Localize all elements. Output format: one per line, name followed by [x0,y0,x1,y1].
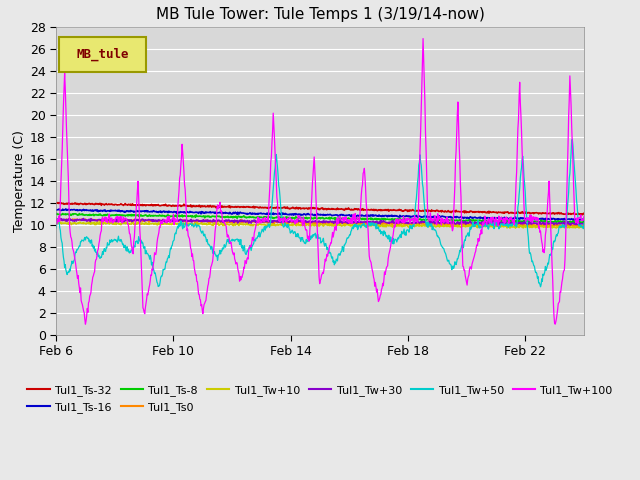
Tul1_Ts-16 [72,207,79,213]
Line: Tul1_Ts-16: Tul1_Ts-16 [56,209,584,220]
Tul1_Ts0 [71,216,79,222]
Line: Tul1_Tw+50: Tul1_Tw+50 [56,139,584,287]
Tul1_Tw+10 [72,221,79,227]
FancyBboxPatch shape [59,36,146,72]
Tul1_Ts-16 [245,211,253,217]
Tul1_Ts-8 [52,211,60,217]
Tul1_Ts-32 [245,204,253,210]
Line: Tul1_Ts-32: Tul1_Ts-32 [56,203,584,215]
Tul1_Tw+10 [580,224,588,230]
Tul1_Ts-8 [479,217,487,223]
Tul1_Tw+30 [352,218,360,224]
Tul1_Ts-8 [72,211,79,216]
Tul1_Tw+50 [177,223,184,228]
Tul1_Ts-32 [52,200,60,206]
Tul1_Tw+50 [71,251,79,257]
Line: Tul1_Tw+10: Tul1_Tw+10 [56,222,584,228]
Tul1_Ts-8 [273,214,281,220]
Tul1_Ts0 [579,224,587,230]
Tul1_Tw+10 [245,222,253,228]
Tul1_Tw+50 [537,284,545,289]
Tul1_Tw+10 [177,221,185,227]
Tul1_Ts-8 [177,214,185,219]
Tul1_Tw+50 [52,225,60,230]
Tul1_Tw+10 [52,219,60,225]
Tul1_Ts-16 [479,216,487,222]
Legend: Tul1_Ts-32, Tul1_Ts-16, Tul1_Ts-8, Tul1_Ts0, Tul1_Tw+10, Tul1_Tw+30, Tul1_Tw+50,: Tul1_Ts-32, Tul1_Ts-16, Tul1_Ts-8, Tul1_… [23,381,617,417]
Tul1_Tw+30 [52,217,60,223]
Line: Tul1_Ts0: Tul1_Ts0 [56,219,584,227]
Tul1_Tw+10 [273,222,281,228]
Tul1_Tw+50 [244,249,252,255]
Tul1_Ts-32 [54,200,61,205]
Tul1_Ts-8 [245,214,253,220]
Line: Tul1_Tw+100: Tul1_Tw+100 [56,38,584,324]
Tul1_Ts-16 [580,216,588,222]
Title: MB Tule Tower: Tule Temps 1 (3/19/14-now): MB Tule Tower: Tule Temps 1 (3/19/14-now… [156,7,484,22]
Tul1_Tw+30 [479,220,487,226]
Tul1_Tw+30 [245,220,253,226]
Tul1_Tw+10 [479,223,487,228]
Tul1_Ts0 [352,221,360,227]
Tul1_Ts-32 [579,212,586,217]
Tul1_Tw+100 [352,220,360,226]
Tul1_Tw+100 [245,246,253,252]
Tul1_Tw+10 [506,225,514,231]
Tul1_Ts-8 [53,211,61,216]
Tul1_Tw+30 [177,217,185,223]
Tul1_Tw+50 [580,220,588,226]
Tul1_Tw+30 [566,222,574,228]
Tul1_Ts0 [273,218,281,224]
Tul1_Tw+10 [352,222,360,228]
Tul1_Ts-8 [559,220,566,226]
Y-axis label: Temperature (C): Temperature (C) [13,130,26,232]
Text: MB_tule: MB_tule [76,48,129,61]
Tul1_Ts-16 [273,211,281,217]
Tul1_Ts0 [479,221,487,227]
Tul1_Tw+30 [580,221,588,227]
Tul1_Tw+30 [273,219,281,225]
Tul1_Ts-32 [352,206,360,212]
Tul1_Tw+100 [81,321,89,327]
Tul1_Tw+30 [66,216,74,221]
Tul1_Ts-8 [352,215,360,221]
Tul1_Tw+100 [580,214,588,219]
Line: Tul1_Ts-8: Tul1_Ts-8 [56,214,584,223]
Tul1_Tw+30 [72,217,79,223]
Tul1_Ts-32 [580,210,588,216]
Tul1_Ts0 [245,220,253,226]
Tul1_Ts0 [177,218,185,224]
Tul1_Ts0 [580,222,588,228]
Tul1_Tw+100 [480,222,488,228]
Tul1_Tw+10 [55,219,63,225]
Tul1_Ts-16 [52,207,60,213]
Tul1_Ts-32 [479,209,487,215]
Tul1_Tw+50 [273,152,280,157]
Tul1_Ts-8 [580,219,588,225]
Tul1_Tw+50 [351,221,359,227]
Tul1_Ts0 [81,216,89,222]
Tul1_Tw+100 [177,162,185,168]
Tul1_Tw+100 [419,36,427,41]
Tul1_Tw+100 [273,194,281,200]
Tul1_Ts-32 [177,204,185,209]
Tul1_Ts-16 [571,217,579,223]
Tul1_Ts-16 [352,213,360,218]
Tul1_Tw+100 [71,257,79,263]
Tul1_Ts-32 [273,204,281,210]
Tul1_Tw+50 [568,136,576,142]
Tul1_Ts-16 [177,209,185,215]
Tul1_Ts-32 [72,201,79,206]
Tul1_Ts-16 [62,206,70,212]
Tul1_Tw+50 [479,224,486,229]
Line: Tul1_Tw+30: Tul1_Tw+30 [56,218,584,225]
Tul1_Ts0 [52,217,60,223]
Tul1_Tw+100 [52,215,60,220]
